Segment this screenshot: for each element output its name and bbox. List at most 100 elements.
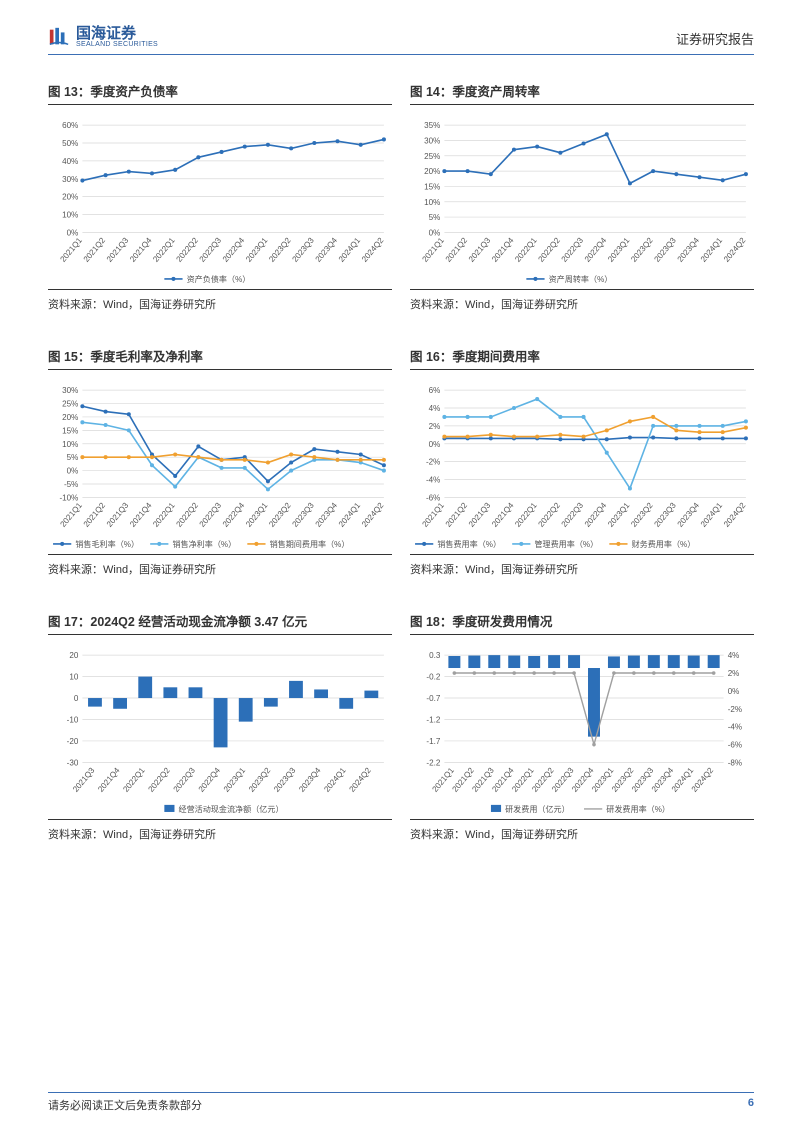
svg-text:2%: 2% — [429, 422, 441, 431]
svg-text:2024Q2: 2024Q2 — [690, 766, 716, 794]
chart-title: 图 16：季度期间费用率 — [410, 346, 754, 370]
svg-text:财务费用率（%）: 财务费用率（%） — [632, 539, 696, 549]
svg-text:经营活动现金流净额（亿元）: 经营活动现金流净额（亿元） — [179, 804, 284, 814]
svg-text:销售毛利率（%）: 销售毛利率（%） — [75, 539, 139, 549]
svg-text:60%: 60% — [62, 121, 78, 130]
svg-text:2021Q1: 2021Q1 — [421, 501, 447, 529]
svg-text:-10%: -10% — [59, 493, 78, 502]
svg-text:2021Q2: 2021Q2 — [444, 501, 470, 529]
svg-text:2022Q3: 2022Q3 — [560, 501, 586, 529]
svg-text:15%: 15% — [62, 426, 78, 435]
page-header: 国海证券 SEALAND SECURITIES 证券研究报告 — [48, 26, 754, 55]
svg-text:2023Q4: 2023Q4 — [314, 501, 340, 529]
svg-text:资产负债率（%）: 资产负债率（%） — [187, 274, 251, 284]
chart-source: 资料来源：Wind，国海证券研究所 — [410, 289, 754, 312]
svg-text:2021Q3: 2021Q3 — [105, 501, 131, 529]
svg-text:2022Q2: 2022Q2 — [175, 236, 201, 264]
svg-text:销售费用率（%）: 销售费用率（%） — [437, 539, 501, 549]
svg-text:2022Q1: 2022Q1 — [151, 501, 177, 529]
svg-text:-10: -10 — [67, 716, 79, 725]
svg-text:2021Q3: 2021Q3 — [467, 501, 493, 529]
svg-text:2023Q2: 2023Q2 — [629, 501, 655, 529]
svg-text:40%: 40% — [62, 157, 78, 166]
svg-text:-30: -30 — [67, 758, 79, 767]
chart-16: 图 16：季度期间费用率 -6%-4%-2%0%2%4%6%2021Q12021… — [410, 346, 754, 577]
svg-text:销售期间费用率（%）: 销售期间费用率（%） — [270, 539, 350, 549]
svg-text:2022Q4: 2022Q4 — [583, 236, 609, 264]
svg-text:2022Q3: 2022Q3 — [172, 766, 198, 794]
svg-text:2023Q3: 2023Q3 — [652, 236, 678, 264]
svg-text:-0.2: -0.2 — [426, 673, 440, 682]
svg-text:研发费用率（%）: 研发费用率（%） — [606, 804, 670, 814]
svg-text:管理费用率（%）: 管理费用率（%） — [534, 539, 598, 549]
svg-text:-2%: -2% — [426, 458, 440, 467]
chart-16-svg: -6%-4%-2%0%2%4%6%2021Q12021Q22021Q32021Q… — [410, 378, 754, 550]
chart-14: 图 14：季度资产周转率 0%5%10%15%20%25%30%35%2021Q… — [410, 81, 754, 312]
svg-text:2021Q2: 2021Q2 — [444, 236, 470, 264]
footer-disclaimer: 请务必阅读正文后免责条款部分 — [48, 1097, 202, 1113]
chart-15-svg: -10%-5%0%5%10%15%20%25%30%2021Q12021Q220… — [48, 378, 392, 550]
chart-13-svg: 0%10%20%30%40%50%60%2021Q12021Q22021Q320… — [48, 113, 392, 285]
svg-text:2024Q1: 2024Q1 — [699, 501, 725, 529]
svg-text:2021Q1: 2021Q1 — [59, 501, 85, 529]
svg-text:2023Q4: 2023Q4 — [676, 501, 702, 529]
svg-text:2021Q4: 2021Q4 — [490, 501, 516, 529]
svg-text:销售净利率（%）: 销售净利率（%） — [172, 539, 236, 549]
svg-text:2022Q2: 2022Q2 — [537, 501, 563, 529]
svg-text:-1.2: -1.2 — [426, 716, 440, 725]
svg-text:20%: 20% — [424, 167, 440, 176]
svg-text:50%: 50% — [62, 139, 78, 148]
chart-source: 资料来源：Wind，国海证券研究所 — [48, 554, 392, 577]
chart-source: 资料来源：Wind，国海证券研究所 — [410, 819, 754, 842]
svg-text:2024Q2: 2024Q2 — [348, 766, 374, 794]
chart-title: 图 18：季度研发费用情况 — [410, 611, 754, 635]
svg-text:-5%: -5% — [64, 480, 78, 489]
svg-text:20%: 20% — [62, 413, 78, 422]
svg-text:2023Q4: 2023Q4 — [676, 236, 702, 264]
svg-text:2021Q1: 2021Q1 — [59, 236, 85, 264]
chart-15: 图 15：季度毛利率及净利率 -10%-5%0%5%10%15%20%25%30… — [48, 346, 392, 577]
svg-text:2022Q3: 2022Q3 — [198, 236, 224, 264]
chart-18-svg: -2.2-1.7-1.2-0.7-0.20.3-8%-6%-4%-2%0%2%4… — [410, 643, 754, 815]
svg-text:2023Q2: 2023Q2 — [247, 766, 273, 794]
company-logo-icon — [48, 26, 70, 48]
svg-text:2021Q4: 2021Q4 — [128, 236, 154, 264]
svg-text:2023Q1: 2023Q1 — [606, 236, 632, 264]
svg-text:2023Q3: 2023Q3 — [290, 236, 316, 264]
svg-text:2023Q2: 2023Q2 — [267, 501, 293, 529]
svg-text:2023Q4: 2023Q4 — [297, 766, 323, 794]
svg-text:2022Q4: 2022Q4 — [221, 501, 247, 529]
chart-source: 资料来源：Wind，国海证券研究所 — [48, 289, 392, 312]
svg-text:10%: 10% — [62, 440, 78, 449]
svg-text:2023Q3: 2023Q3 — [272, 766, 298, 794]
chart-18: 图 18：季度研发费用情况 -2.2-1.7-1.2-0.7-0.20.3-8%… — [410, 611, 754, 842]
svg-text:-6%: -6% — [728, 741, 742, 750]
svg-text:6%: 6% — [429, 386, 441, 395]
svg-text:2021Q4: 2021Q4 — [490, 236, 516, 264]
svg-text:5%: 5% — [429, 213, 441, 222]
svg-text:2021Q3: 2021Q3 — [467, 236, 493, 264]
svg-text:2024Q1: 2024Q1 — [322, 766, 348, 794]
svg-text:2024Q2: 2024Q2 — [360, 236, 386, 264]
svg-text:35%: 35% — [424, 121, 440, 130]
svg-text:2022Q4: 2022Q4 — [221, 236, 247, 264]
svg-text:25%: 25% — [62, 400, 78, 409]
svg-text:2021Q4: 2021Q4 — [128, 501, 154, 529]
svg-text:30%: 30% — [424, 136, 440, 145]
svg-text:5%: 5% — [67, 453, 79, 462]
svg-text:2022Q4: 2022Q4 — [197, 766, 223, 794]
svg-text:2023Q1: 2023Q1 — [244, 236, 270, 264]
svg-text:2021Q3: 2021Q3 — [105, 236, 131, 264]
svg-text:-20: -20 — [67, 737, 79, 746]
svg-text:2023Q1: 2023Q1 — [244, 501, 270, 529]
svg-text:2024Q2: 2024Q2 — [360, 501, 386, 529]
svg-text:2022Q3: 2022Q3 — [560, 236, 586, 264]
svg-text:25%: 25% — [424, 152, 440, 161]
svg-text:2023Q4: 2023Q4 — [314, 236, 340, 264]
svg-text:2021Q3: 2021Q3 — [71, 766, 97, 794]
svg-text:-1.7: -1.7 — [426, 737, 440, 746]
svg-text:2023Q1: 2023Q1 — [606, 501, 632, 529]
chart-source: 资料来源：Wind，国海证券研究所 — [48, 819, 392, 842]
svg-text:2021Q1: 2021Q1 — [421, 236, 447, 264]
svg-text:0%: 0% — [67, 467, 79, 476]
